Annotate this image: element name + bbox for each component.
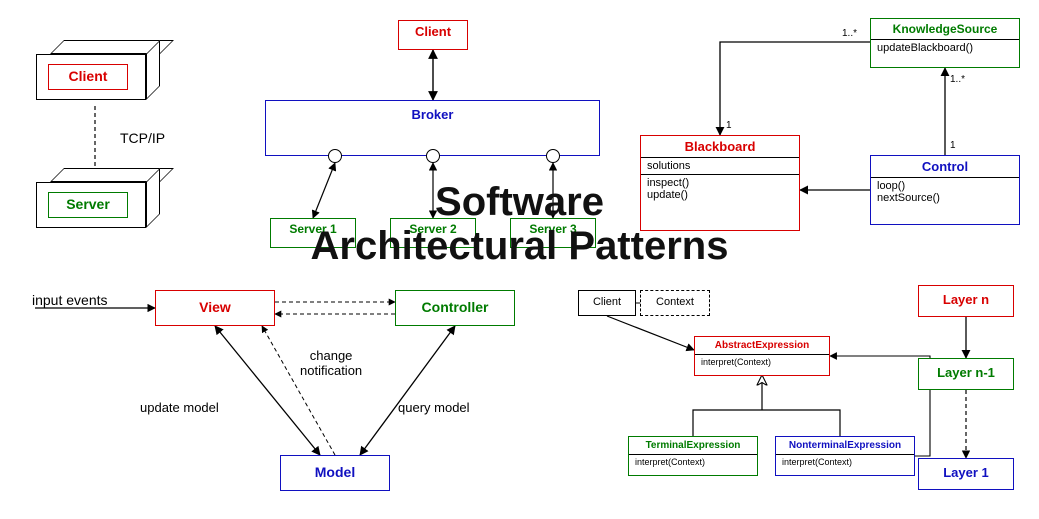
layer-n-label: Layer n xyxy=(919,286,1013,310)
te-title: TerminalExpression xyxy=(629,437,757,454)
ne-title: NonterminalExpression xyxy=(776,437,914,454)
change-notif-label: change notification xyxy=(300,348,362,378)
update-model-label: update model xyxy=(140,400,219,415)
broker-server-3-label: Server 3 xyxy=(511,219,595,239)
layer-n-box: Layer n xyxy=(918,285,1014,317)
ks-methods: updateBlackboard() xyxy=(871,39,1019,56)
mult-ks-bb: 1..* xyxy=(842,28,857,39)
broker-label: Broker xyxy=(266,101,599,125)
interpreter-context-label: Context xyxy=(641,291,709,311)
layer-n1-label: Layer n-1 xyxy=(919,359,1013,383)
control-box: Control loop() nextSource() xyxy=(870,155,1020,225)
nonterminal-expression-box: NonterminalExpression interpret(Context) xyxy=(775,436,915,476)
model-label: Model xyxy=(281,456,389,483)
ks-title: KnowledgeSource xyxy=(871,19,1019,39)
query-model-label: query model xyxy=(398,400,470,415)
interpreter-client-label: Client xyxy=(579,291,635,311)
tcpip-label: TCP/IP xyxy=(120,130,165,146)
broker-server-2: Server 2 xyxy=(390,218,476,248)
mult-ctrl-ks-top: 1..* xyxy=(950,74,965,85)
client-label: Client xyxy=(49,65,127,87)
abstract-expression-box: AbstractExpression interpret(Context) xyxy=(694,336,830,376)
server-label: Server xyxy=(49,193,127,215)
controller-box: Controller xyxy=(395,290,515,326)
broker-port-1 xyxy=(328,149,342,163)
controller-label: Controller xyxy=(396,291,514,318)
broker-port-2 xyxy=(426,149,440,163)
ae-title: AbstractExpression xyxy=(695,337,829,354)
interpreter-context-box: Context xyxy=(640,290,710,316)
layer-n1-box: Layer n-1 xyxy=(918,358,1014,390)
broker-server-3: Server 3 xyxy=(510,218,596,248)
blackboard-methods: inspect() update() xyxy=(641,174,799,203)
view-label: View xyxy=(156,291,274,318)
broker-server-1-label: Server 1 xyxy=(271,219,355,239)
control-methods: loop() nextSource() xyxy=(871,177,1019,206)
input-events-label: input events xyxy=(32,292,108,308)
te-method: interpret(Context) xyxy=(629,454,757,469)
broker-client-label: Client xyxy=(399,21,467,42)
blackboard-box: Blackboard solutions inspect() update() xyxy=(640,135,800,231)
model-box: Model xyxy=(280,455,390,491)
ne-method: interpret(Context) xyxy=(776,454,914,469)
broker-client-box: Client xyxy=(398,20,468,50)
mult-ctrl-ks-bot: 1 xyxy=(950,140,956,151)
blackboard-attrs: solutions xyxy=(641,157,799,174)
view-box: View xyxy=(155,290,275,326)
broker-port-3 xyxy=(546,149,560,163)
layer-1-box: Layer 1 xyxy=(918,458,1014,490)
layer-1-label: Layer 1 xyxy=(919,459,1013,483)
broker-server-1: Server 1 xyxy=(270,218,356,248)
interpreter-client-box: Client xyxy=(578,290,636,316)
ae-method: interpret(Context) xyxy=(695,354,829,369)
knowledgesource-box: KnowledgeSource updateBlackboard() xyxy=(870,18,1020,68)
terminal-expression-box: TerminalExpression interpret(Context) xyxy=(628,436,758,476)
blackboard-title: Blackboard xyxy=(641,136,799,157)
broker-server-2-label: Server 2 xyxy=(391,219,475,239)
control-title: Control xyxy=(871,156,1019,177)
broker-box: Broker xyxy=(265,100,600,156)
mult-bb-ks: 1 xyxy=(726,120,732,131)
